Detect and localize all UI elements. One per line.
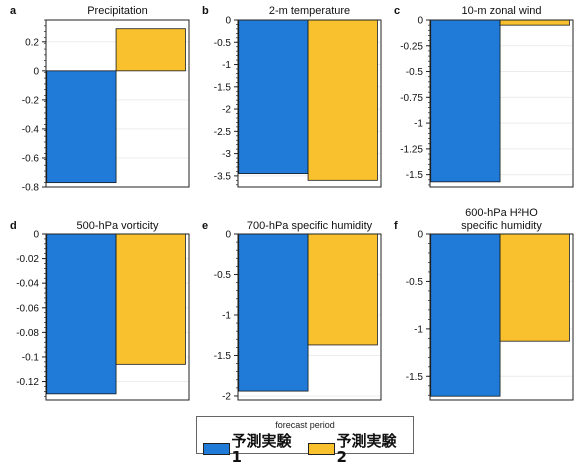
y-tick-label-b-5: -2.5 — [214, 127, 232, 138]
bar-a-series-1 — [46, 70, 117, 184]
bar-e-series-1 — [238, 233, 309, 392]
y-tick-label-a-5: -0.8 — [22, 183, 40, 194]
chart-panel-b: 0 -0.5 -1 -1.5 -2 -2.5 -3 -3.5 b 2-m temperature — [202, 5, 382, 188]
panel-letter-f: f — [394, 220, 398, 232]
y-tick-label-a-0: 0.2 — [25, 37, 39, 48]
y-tick-label-b-0: 0 — [225, 16, 231, 27]
panel-title-f-line-2: specific humidity — [461, 220, 542, 232]
legend-label-series-1: 予測実験1 — [231, 432, 292, 466]
y-tick-label-c-3: -0.75 — [400, 93, 423, 104]
panel-title-d: 500-hPa vorticity — [77, 220, 159, 232]
chart-panel-c: 0 -0.25 -0.5 -0.75 -1 -1.25 -1.5 c 10-m zonal wi… — [394, 5, 574, 188]
panel-letter-e: e — [202, 220, 208, 232]
bar-d-series-2 — [115, 233, 186, 365]
y-tick-label-c-2: -0.5 — [406, 67, 424, 78]
legend-swatch-series-2 — [308, 443, 335, 455]
y-tick-label-d-1: -0.02 — [16, 254, 39, 265]
legend-entries: 予測実験1 予測実験2 — [203, 433, 413, 465]
y-tick-label-d-4: -0.08 — [16, 328, 39, 339]
legend-label-series-2: 予測実験2 — [336, 432, 397, 466]
y-tick-label-f-1: -0.5 — [406, 277, 424, 288]
y-tick-label-a-1: 0 — [33, 66, 39, 77]
bar-c-series-1 — [430, 19, 501, 183]
y-tick-label-f-2: -1 — [414, 324, 423, 335]
panel-title-a: Precipitation — [87, 5, 148, 17]
panel-letter-b: b — [202, 5, 209, 17]
panel-title-f-line-1: 600-hPa H²HO — [465, 207, 538, 219]
y-tick-label-e-0: 0 — [225, 230, 231, 241]
y-tick-label-b-1: -0.5 — [214, 38, 232, 49]
y-tick-label-e-4: -2 — [222, 391, 231, 402]
plot-frame-d — [45, 233, 190, 401]
plot-frame-a — [45, 19, 190, 188]
y-tick-label-b-6: -3 — [222, 149, 231, 160]
bar-b-series-1 — [238, 19, 309, 175]
y-tick-label-a-3: -0.4 — [22, 124, 40, 135]
panel-letter-c: c — [394, 5, 400, 17]
panel-title-b: 2-m temperature — [269, 5, 350, 17]
y-tick-label-c-0: 0 — [417, 16, 423, 27]
plot-frame-e — [237, 233, 382, 401]
y-tick-label-e-3: -1.5 — [214, 351, 232, 362]
y-tick-label-b-7: -3.5 — [214, 171, 232, 182]
panel-title-c: 10-m zonal wind — [461, 5, 541, 17]
y-tick-label-c-1: -0.25 — [400, 41, 423, 52]
panel-letter-a: a — [10, 5, 17, 17]
y-tick-label-b-3: -1.5 — [214, 82, 232, 93]
y-tick-label-a-2: -0.2 — [22, 95, 40, 106]
y-tick-label-b-2: -1 — [222, 60, 231, 71]
y-tick-label-c-6: -1.5 — [406, 170, 424, 181]
y-tick-label-b-4: -2 — [222, 105, 231, 116]
chart-panel-e: 0 -0.5 -1 -1.5 -2 e 700-hPa specific humidity — [202, 220, 382, 402]
y-tick-label-d-5: -0.1 — [22, 352, 40, 363]
y-tick-label-e-1: -0.5 — [214, 270, 232, 281]
y-tick-label-d-3: -0.06 — [16, 303, 39, 314]
plot-frame-f — [429, 233, 574, 401]
bar-a-series-2 — [115, 28, 186, 72]
plot-frame-c — [429, 19, 574, 188]
y-tick-label-c-4: -1 — [414, 119, 423, 130]
panel-letter-d: d — [10, 220, 17, 232]
bar-f-series-1 — [430, 233, 501, 397]
bar-f-series-2 — [499, 233, 570, 342]
plot-frame-b — [237, 19, 382, 188]
legend: forecast period 予測実験1 予測実験2 — [196, 416, 414, 465]
y-tick-label-c-5: -1.25 — [400, 144, 423, 155]
bar-d-series-1 — [46, 233, 117, 395]
panel-title-e: 700-hPa specific humidity — [247, 220, 373, 232]
bar-e-series-2 — [307, 233, 378, 346]
chart-panel-a: 0.2 0 -0.2 -0.4 -0.6 -0.8 a Precipitation — [10, 5, 190, 194]
y-tick-label-d-0: 0 — [33, 230, 39, 241]
y-tick-label-f-3: -1.5 — [406, 372, 424, 383]
y-tick-label-e-2: -1 — [222, 310, 231, 321]
legend-swatch-series-1 — [203, 443, 230, 455]
chart-panel-d: 0 -0.02 -0.04 -0.06 -0.08 -0.1 -0.12 d 500-hPa v… — [10, 220, 190, 401]
y-tick-label-d-2: -0.04 — [16, 279, 39, 290]
y-tick-label-d-6: -0.12 — [16, 377, 39, 388]
bar-c-series-2 — [499, 19, 570, 26]
y-tick-label-f-0: 0 — [417, 230, 423, 241]
y-tick-label-a-4: -0.6 — [22, 153, 40, 164]
bar-b-series-2 — [307, 19, 378, 181]
legend-title: forecast period — [275, 420, 335, 430]
